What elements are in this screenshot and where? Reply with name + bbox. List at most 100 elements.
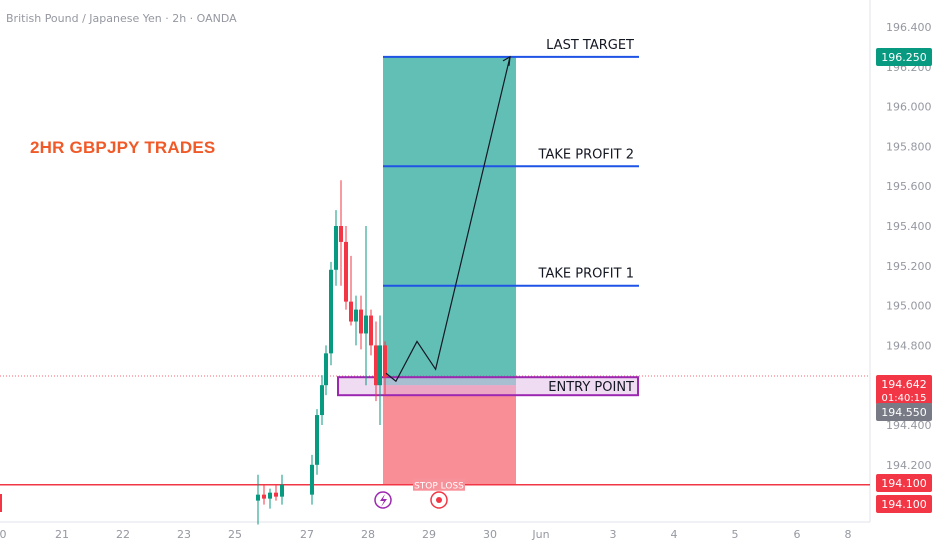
candle [334,210,338,286]
symbol-title: British Pound / Japanese Yen · 2h · OAND… [6,12,237,25]
candle [256,474,260,525]
candle-body [334,226,338,270]
chart-headline: 2HR GBPJPY TRADES [30,138,216,157]
y-tick-label: 195.800 [886,140,932,153]
stop-loss-label-bg [413,478,465,491]
x-tick-label: 4 [671,528,678,541]
y-tick-label: 195.000 [886,300,932,313]
y-tick-label: 196.400 [886,21,932,34]
price-badge-bg [876,375,932,405]
candle [354,295,358,346]
candle [262,484,266,505]
x-tick-label: 27 [300,528,314,541]
candle [310,454,314,505]
stop-loss-label: STOP LOSS [414,482,464,492]
candle-body [364,315,368,334]
candle [274,484,278,501]
price-badge-value: 194.100 [881,477,927,490]
price-badge-bg [876,495,932,513]
profit-zone [383,56,516,386]
candle [359,295,363,350]
level-label: TAKE PROFIT 1 [538,267,634,282]
price-badge-value: 194.642 [881,378,927,391]
y-tick-label: 194.200 [886,459,932,472]
candle [315,409,319,475]
candle-body [256,494,260,501]
candle-body [349,301,353,322]
entry-label: ENTRY POINT [548,380,634,395]
candle-body [359,309,363,334]
price-badge-bg [876,48,932,66]
level-label: LAST TARGET [546,38,634,53]
candle-body [324,353,328,386]
candle [344,226,348,310]
x-tick-label: 8 [845,528,852,541]
candle-body [310,464,314,495]
price-badge: 194.550 [876,403,932,421]
candle-body [329,269,333,354]
y-tick-label: 195.600 [886,180,932,193]
candle [268,488,272,509]
lightning-icon[interactable] [374,491,392,509]
y-tick-label: 195.400 [886,220,932,233]
candle-body [374,345,378,386]
projection-path [385,56,511,383]
record-icon-dot [436,497,442,503]
candle [329,261,333,366]
candle-body [280,484,284,497]
candle [339,180,343,286]
candle-body [369,315,373,346]
candle-body [339,226,343,242]
candle-body [268,492,272,499]
candle-body [344,241,348,302]
loss-zone [383,385,516,485]
price-badge-value: 194.100 [881,498,927,511]
x-tick-label: Jun [531,528,549,541]
entry-zone [337,376,639,397]
candle-body [315,415,319,465]
price-badge: 196.250 [876,48,932,66]
candle-body [320,385,324,416]
lightning-icon-bolt [380,494,387,507]
candle [383,341,387,396]
price-badge: 194.100 [876,474,932,492]
x-tick-label: 0 [0,528,7,541]
price-badge-bg [876,403,932,421]
y-tick-label: 195.200 [886,260,932,273]
x-tick-label: 28 [361,528,375,541]
x-tick-label: 6 [794,528,801,541]
record-icon[interactable] [430,491,448,509]
y-tick-label: 194.800 [886,339,932,352]
price-badge-bg [876,474,932,492]
x-tick-label: 21 [55,528,69,541]
candle [364,226,368,386]
x-tick-label: 5 [732,528,739,541]
x-tick-label: 30 [483,528,497,541]
candle-body [378,345,382,386]
candle-body [262,494,266,499]
candle [324,345,328,396]
x-tick-label: 3 [610,528,617,541]
x-tick-label: 22 [116,528,130,541]
candle [378,315,382,425]
price-badge-value: 194.550 [881,406,927,419]
candle [374,321,378,402]
candle [349,255,353,326]
level-label: TAKE PROFIT 2 [538,147,634,162]
y-tick-label: 194.400 [886,419,932,432]
candle-body [354,309,358,322]
candle-body [274,492,278,497]
price-badge-countdown: 01:40:15 [882,393,927,404]
price-badge-value: 196.250 [881,51,927,64]
candle [369,309,373,356]
price-badge: 194.642 01:40:15 [876,375,932,405]
candle [320,375,324,425]
x-tick-label: 25 [228,528,242,541]
y-tick-label: 196.000 [886,101,932,114]
x-tick-label: 23 [177,528,191,541]
projection-arrowhead [502,55,511,66]
candle-body [383,345,387,378]
x-tick-label: 29 [422,528,436,541]
